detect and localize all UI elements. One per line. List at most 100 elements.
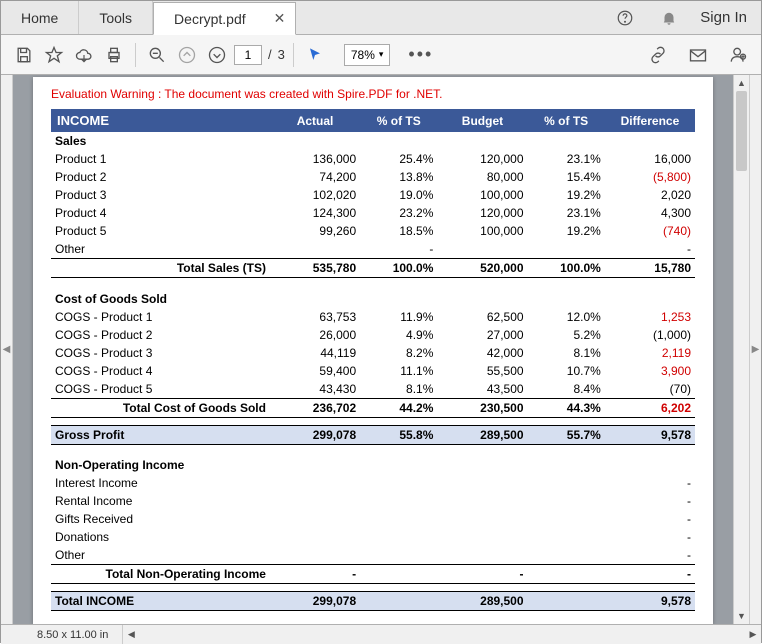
cursor-icon[interactable] [302, 42, 328, 68]
vertical-scrollbar[interactable]: ▲ ▼ [733, 75, 749, 624]
print-icon[interactable] [101, 42, 127, 68]
account-icon[interactable] [725, 42, 751, 68]
cell [437, 546, 527, 565]
row-label: COGS - Product 1 [51, 308, 270, 326]
row-label: Donations [51, 528, 270, 546]
cell: 26,000 [270, 326, 360, 344]
close-icon[interactable]: ✕ [274, 10, 286, 27]
cell [360, 546, 437, 565]
row-label: Interest Income [51, 474, 270, 492]
section-title: Cost of Goods Sold [51, 290, 695, 308]
cell: (1,000) [605, 326, 695, 344]
scroll-right-icon[interactable]: ▶ [745, 629, 761, 640]
cell: 74,200 [270, 168, 360, 186]
page-up-icon[interactable] [174, 42, 200, 68]
cell: 19.2% [528, 186, 605, 204]
more-icon[interactable]: ••• [408, 44, 433, 65]
cell: - [605, 510, 695, 528]
cell: 100.0% [360, 259, 437, 278]
left-panel-handle[interactable]: ◀ [1, 75, 13, 624]
scroll-down-icon[interactable]: ▼ [734, 608, 749, 624]
toolbar: / 3 78% ▾ ••• [1, 35, 761, 75]
cell: 236,702 [270, 398, 360, 417]
cell: 27,000 [437, 326, 527, 344]
tab-document[interactable]: Decrypt.pdf ✕ [153, 2, 296, 35]
scroll-up-icon[interactable]: ▲ [734, 75, 749, 91]
cell: 62,500 [437, 308, 527, 326]
cell: 63,753 [270, 308, 360, 326]
cell: 55.8% [360, 425, 437, 444]
cell [437, 528, 527, 546]
page-dimensions: 8.50 x 11.00 in [1, 629, 122, 641]
cell: 16,000 [605, 150, 695, 168]
cell: - [605, 565, 695, 584]
zoom-out-icon[interactable] [144, 42, 170, 68]
bell-icon[interactable] [656, 5, 682, 31]
page-sep: / [268, 47, 272, 62]
star-icon[interactable] [41, 42, 67, 68]
cell: 80,000 [437, 168, 527, 186]
cell: 23.2% [360, 204, 437, 222]
col-header: Difference [605, 109, 695, 132]
help-icon[interactable] [612, 5, 638, 31]
page-total: 3 [278, 47, 285, 62]
tab-home[interactable]: Home [1, 1, 79, 34]
total-label: Total Non-Operating Income [51, 565, 270, 584]
cell: 102,020 [270, 186, 360, 204]
cell: 18.5% [360, 222, 437, 240]
col-header: Actual [270, 109, 360, 132]
cell: 136,000 [270, 150, 360, 168]
cell: (70) [605, 380, 695, 399]
cell: 55,500 [437, 362, 527, 380]
cell: 8.1% [528, 344, 605, 362]
page-indicator: / 3 [234, 45, 285, 65]
row-label: COGS - Product 5 [51, 380, 270, 399]
zoom-dropdown[interactable]: 78% ▾ [344, 44, 391, 66]
tab-tools[interactable]: Tools [79, 1, 153, 34]
cell [270, 240, 360, 259]
cell: 44.3% [528, 398, 605, 417]
row-label: Product 1 [51, 150, 270, 168]
cell: 12.0% [528, 308, 605, 326]
income-table: INCOME Actual % of TS Budget % of TS Dif… [51, 109, 695, 611]
chevron-down-icon: ▾ [379, 49, 384, 60]
row-label: Product 3 [51, 186, 270, 204]
cell: 9,578 [605, 425, 695, 444]
cell [528, 528, 605, 546]
link-icon[interactable] [645, 42, 671, 68]
cell: 1,253 [605, 308, 695, 326]
cell [528, 474, 605, 492]
cell: 8.1% [360, 380, 437, 399]
col-header: Budget [437, 109, 527, 132]
scroll-left-icon[interactable]: ◀ [123, 629, 139, 640]
total-label: Total Cost of Goods Sold [51, 398, 270, 417]
save-icon[interactable] [11, 42, 37, 68]
cell [360, 510, 437, 528]
page-number-input[interactable] [234, 45, 262, 65]
cell [270, 510, 360, 528]
cell: 15.4% [528, 168, 605, 186]
cell [528, 546, 605, 565]
mail-icon[interactable] [685, 42, 711, 68]
cell: (5,800) [605, 168, 695, 186]
horizontal-scrollbar[interactable]: ◀ ▶ [122, 625, 761, 644]
page-down-icon[interactable] [204, 42, 230, 68]
cell: 13.8% [360, 168, 437, 186]
cell: 4,300 [605, 204, 695, 222]
row-label: COGS - Product 2 [51, 326, 270, 344]
right-panel-handle[interactable]: ▶ [749, 75, 761, 624]
cell [270, 528, 360, 546]
cell: 3,900 [605, 362, 695, 380]
section-title: Non-Operating Income [51, 456, 695, 474]
total-label: Total Sales (TS) [51, 259, 270, 278]
cell: 100,000 [437, 222, 527, 240]
cloud-icon[interactable] [71, 42, 97, 68]
row-label: Other [51, 240, 270, 259]
sign-in-link[interactable]: Sign In [700, 9, 747, 26]
cell: 4.9% [360, 326, 437, 344]
cell: 42,000 [437, 344, 527, 362]
cell: 6,202 [605, 398, 695, 417]
scroll-thumb[interactable] [736, 91, 747, 171]
document-viewport: Evaluation Warning : The document was cr… [13, 75, 733, 624]
cell [270, 492, 360, 510]
